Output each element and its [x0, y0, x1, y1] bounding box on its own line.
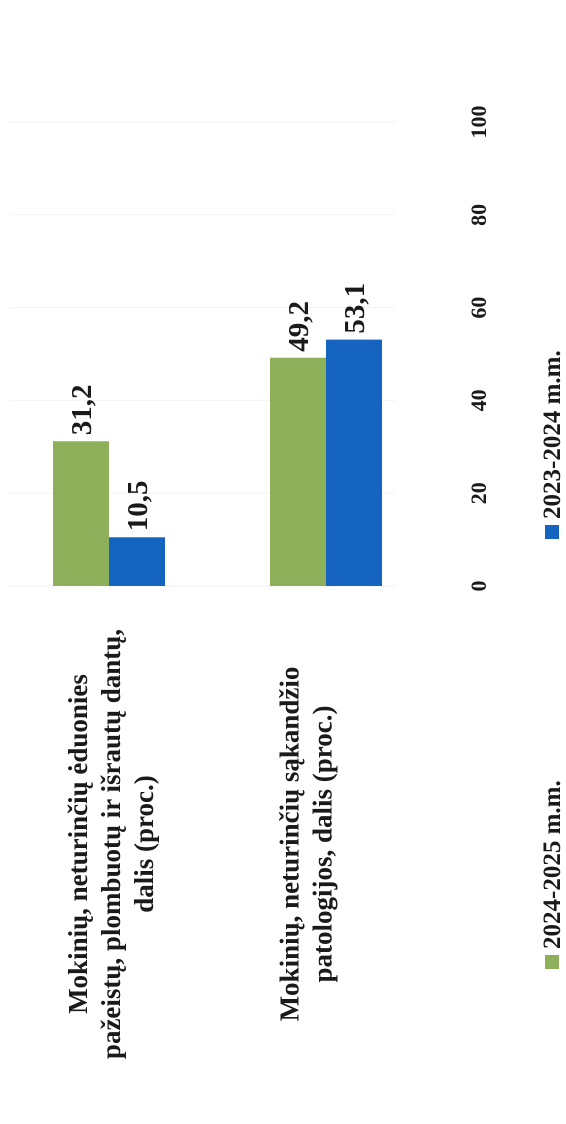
chart-rotated-group: 31,2 49,2 10,5 53,1 0 20 40 60 80 100 Mokinių, n… — [10, 106, 566, 1059]
legend-label: 2024-2025 m.m. — [539, 780, 566, 949]
legend-label: 2023-2024 m.m. — [539, 350, 566, 519]
tick-label: 40 — [466, 389, 491, 411]
tick-label: 80 — [466, 204, 491, 226]
category-label: Mokinių, neturinčių sąkandžio — [275, 667, 305, 1022]
bars — [53, 339, 382, 586]
value-label: 10,5 — [122, 481, 154, 532]
value-label: 31,2 — [66, 384, 98, 435]
tick-label: 60 — [466, 297, 491, 319]
tick-label: 0 — [466, 581, 491, 592]
legend: 2024-2025 m.m. 2023-2024 m.m. — [539, 350, 566, 969]
category-label: Mokinių, neturinčių ėduonies — [63, 674, 93, 1014]
category-label: pažeistų, plombuotų ir išrautų dantų, — [96, 629, 126, 1059]
value-label: 49,2 — [283, 301, 315, 352]
category-labels: Mokinių, neturinčių ėduonies pažeistų, pl… — [63, 629, 338, 1059]
bar — [109, 537, 165, 586]
x-axis-ticks: 0 20 40 60 80 100 — [466, 106, 491, 592]
tick-label: 100 — [466, 106, 491, 139]
legend-swatch — [545, 955, 559, 969]
bar — [270, 357, 326, 586]
tick-label: 20 — [466, 482, 491, 504]
value-labels: 31,2 49,2 10,5 53,1 — [66, 283, 371, 531]
category-label: dalis (proc.) — [129, 775, 159, 913]
bar — [326, 339, 382, 586]
legend-swatch — [545, 525, 559, 539]
category-label: patologijos, dalis (proc.) — [308, 705, 338, 982]
bar — [53, 441, 109, 586]
value-label: 53,1 — [339, 283, 371, 334]
